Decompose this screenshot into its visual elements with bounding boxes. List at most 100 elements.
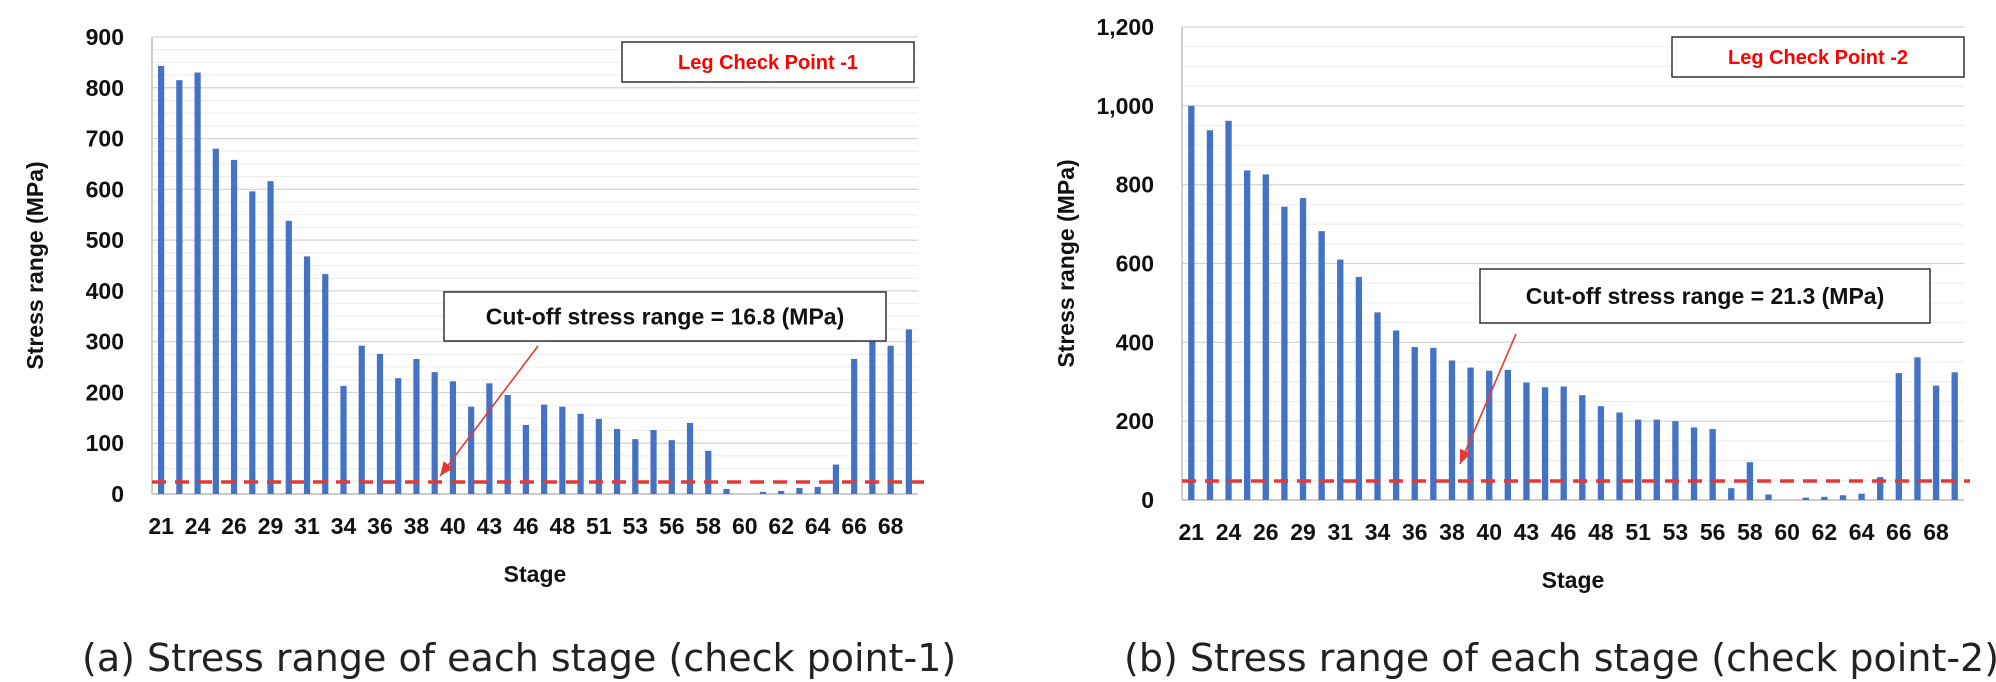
y-tick-label: 0 [1141,487,1154,513]
x-tick-label: 38 [1439,519,1465,545]
bar [1541,387,1549,500]
y-tick-label: 400 [1116,329,1154,355]
bar [1467,367,1474,500]
x-tick-label: 64 [1849,519,1875,545]
bar [1616,412,1623,500]
bar [832,464,840,494]
bar [796,487,803,494]
x-tick-label: 48 [550,513,576,539]
x-tick-label: 38 [404,513,430,539]
x-tick-label: 34 [1365,519,1391,545]
bar [1821,496,1828,500]
x-tick-label: 26 [1253,519,1279,545]
x-tick-label: 53 [623,513,649,539]
x-tick-label: 29 [1290,519,1316,545]
bar [1728,488,1735,500]
x-tick-label: 62 [1812,519,1838,545]
y-tick-label: 500 [86,227,124,253]
bar [176,80,183,495]
bar [1560,386,1567,500]
bar [340,385,347,494]
bar [1355,276,1363,500]
bar [1746,462,1754,500]
y-axis-title: Stress range (MPa) [22,161,48,369]
bar [1337,259,1344,500]
x-tick-label: 51 [586,513,612,539]
x-axis-title: Stage [1542,567,1605,593]
bar [723,488,730,494]
bar [1653,419,1660,500]
x-tick-label: 56 [1700,519,1726,545]
bar [887,345,894,494]
x-tick-label: 31 [1327,519,1353,545]
bar [158,65,165,495]
y-tick-label: 200 [86,379,124,405]
x-tick-label: 36 [1402,519,1428,545]
x-tick-label: 62 [768,513,794,539]
bar [869,336,876,494]
bar [1839,495,1847,500]
y-tick-label: 200 [1116,408,1154,434]
bar [650,430,657,494]
x-tick-label: 58 [1737,519,1763,545]
caption-b: (b) Stress range of each stage (check po… [1124,636,1996,680]
x-tick-label: 21 [1179,519,1205,545]
x-tick-label: 21 [148,513,174,539]
bar [285,220,292,494]
bar [632,439,639,494]
legend-label: Leg Check Point -2 [1728,47,1908,69]
stress-chart-b: 0 200 400 600 800 1,000 1,200 21 24 26 29 31 34 36 38 4… [1053,14,1970,593]
bar [613,429,621,494]
bar [559,406,566,494]
x-axis-title: Stage [504,561,567,587]
bar [1206,130,1214,500]
y-tick-label: 1,000 [1096,93,1154,119]
bar [1858,493,1865,500]
x-tick-label: 56 [659,513,685,539]
bar [322,274,329,494]
bar [1579,395,1586,500]
bar [1392,330,1400,500]
y-axis-title: Stress range (MPa) [1053,159,1079,367]
chart-panel-a: 0 100 200 300 400 500 600 700 800 900 21 24 26 29 31 34… [22,24,956,680]
bar [1951,372,1958,500]
bar [1430,347,1437,500]
x-tick-label: 40 [440,513,466,539]
bar [249,191,256,494]
x-tick-label: 34 [331,513,357,539]
bar [431,372,438,494]
bar [449,381,457,494]
x-tick-label: 24 [1216,519,1242,545]
annotation-arrow [1459,333,1517,465]
x-tick-label: 40 [1476,519,1502,545]
stress-chart-a: 0 100 200 300 400 500 600 700 800 900 21 24 26 29 31 34… [22,24,924,587]
bar [522,424,529,494]
bar [1765,494,1772,500]
annotation-text: Cut-off stress range = 21.3 (MPa) [1526,283,1885,309]
bar [1188,105,1195,500]
bar [1672,421,1679,500]
x-tick-label: 43 [1514,519,1540,545]
annotation-box [1479,268,1931,324]
x-tick-label: 66 [841,513,867,539]
bar [194,72,201,495]
arrow-head [440,461,454,476]
bar [267,181,274,494]
y-tick-label: 1,200 [1096,14,1154,40]
x-tick-label: 60 [732,513,758,539]
bar [577,413,584,494]
x-tick-label: 26 [221,513,247,539]
bar [486,383,493,494]
x-tick-label: 46 [1551,519,1577,545]
annotation-arrow [439,345,539,477]
bar [1504,369,1511,500]
bar [668,440,675,494]
bar [1244,170,1251,500]
bar [376,353,384,494]
y-tick-label: 100 [86,430,124,456]
x-tick-label: 48 [1588,519,1614,545]
bar [1914,357,1921,500]
bar [541,404,548,494]
bar [358,345,365,494]
annotation-text: Cut-off stress range = 16.8 (MPa) [486,304,845,330]
